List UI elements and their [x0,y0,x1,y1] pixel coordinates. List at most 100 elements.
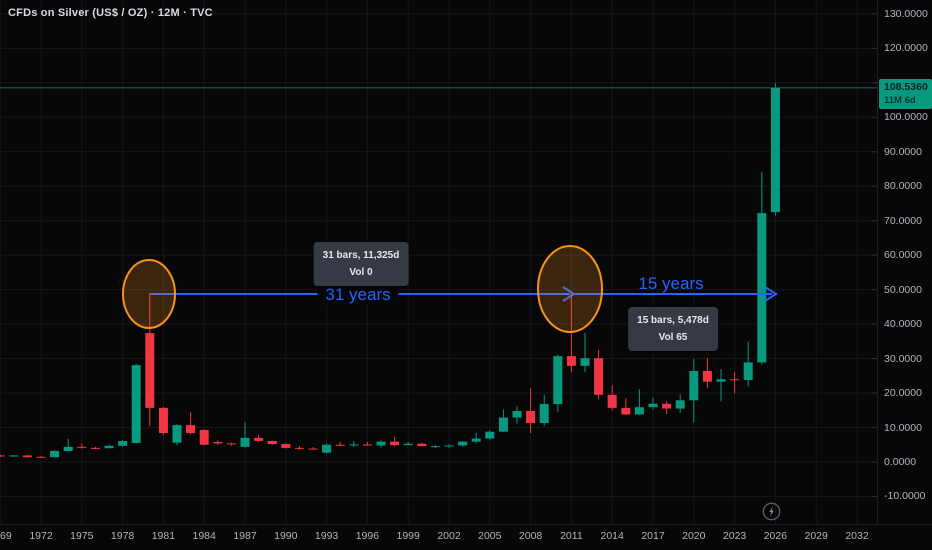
candle[interactable] [580,332,590,373]
candle[interactable] [186,412,196,435]
candle-body [199,429,209,445]
candle[interactable] [485,430,495,440]
candle[interactable] [0,454,5,458]
candle-body [553,356,563,405]
candle[interactable] [689,358,699,423]
time-tick-label: 1978 [110,530,135,542]
candle[interactable] [104,444,114,449]
candle[interactable] [362,442,372,446]
candle[interactable] [240,422,250,448]
price-tick-label: 50.0000 [884,283,922,296]
arrow-label-31-years[interactable]: 31 years [317,285,399,305]
candle[interactable] [702,358,712,389]
candle[interactable] [63,438,73,452]
time-tick-label: 69 [0,530,12,542]
candle[interactable] [390,436,400,447]
candle[interactable] [770,83,780,216]
candle[interactable] [444,444,454,448]
last-price-badge: 108.5360 11M 6d [879,78,932,109]
candle[interactable] [743,341,753,387]
candle[interactable] [308,447,318,450]
candle[interactable] [118,440,128,447]
candle[interactable] [145,293,155,427]
candle[interactable] [730,372,740,394]
candle[interactable] [430,445,440,449]
measure-arrow-head [562,286,576,302]
candle-body [716,379,726,382]
candle[interactable] [281,443,291,449]
candle[interactable] [172,424,182,446]
candle[interactable] [512,406,522,424]
candle[interactable] [498,409,508,433]
candle[interactable] [539,394,549,427]
candle[interactable] [526,388,536,434]
candle[interactable] [621,398,631,416]
candle[interactable] [254,435,264,442]
time-tick-label: 1975 [70,530,94,542]
candle-body [335,444,345,446]
candle-body [621,407,631,415]
time-tick-label: 1972 [29,530,53,542]
candle-body [390,441,400,446]
time-axis[interactable]: 69 1972 1975 1978 1981 1984 1987 1990 1993 1996 19… [0,524,932,550]
candle-body [566,356,576,366]
candle-body [77,446,87,448]
time-tick-label: 2008 [518,530,543,542]
candle[interactable] [349,440,359,447]
candle-body [322,444,332,453]
candle-body [689,370,699,401]
candle[interactable] [376,440,386,448]
candle[interactable] [213,440,223,445]
lightning-icon[interactable] [761,501,782,522]
candle[interactable] [22,455,32,458]
candle[interactable] [267,440,277,445]
price-tick-label: 120.0000 [884,42,928,55]
candle-body [213,442,223,444]
candle[interactable] [36,456,46,458]
candle[interactable] [471,432,481,444]
ellipse-drawing[interactable] [122,259,176,329]
time-tick-label: 2005 [478,530,502,542]
candle-body [267,440,277,445]
candle[interactable] [226,442,236,446]
symbol-title[interactable]: CFDs on Silver (US$ / OZ) · 12M · TVC [8,7,213,19]
candle[interactable] [158,406,168,436]
candle[interactable] [77,443,87,449]
candle-body [471,438,481,442]
time-tick-label: 1987 [233,530,257,542]
candle[interactable] [90,446,100,449]
price-axis[interactable]: 130.0000120.0000110.0000100.000090.00008… [878,0,932,524]
candle[interactable] [294,446,304,450]
candle[interactable] [607,385,617,411]
arrow-label-15-years[interactable]: 15 years [638,274,704,293]
candle[interactable] [634,389,644,416]
time-tick-label: 2026 [763,530,788,542]
candle[interactable] [417,442,427,447]
candle[interactable] [648,397,658,410]
candle-body [308,448,318,450]
candle[interactable] [335,442,345,447]
candle[interactable] [458,441,468,447]
candle[interactable] [594,349,604,400]
measure-stats-tooltip-31: 31 bars, 11,325d Vol 0 [313,242,409,286]
candle[interactable] [9,455,19,457]
candle[interactable] [553,354,563,412]
candle[interactable] [662,400,672,415]
candle-body [362,444,372,446]
candle[interactable] [675,394,685,413]
candle[interactable] [50,450,60,458]
time-axis-separator [0,524,932,525]
candle[interactable] [403,442,413,446]
candle[interactable] [757,172,767,365]
candle[interactable] [322,443,332,454]
time-tick-label: 2002 [437,530,461,542]
ellipse-drawing[interactable] [537,245,603,333]
price-tick-label: 60.0000 [884,249,922,262]
price-tick-label: 20.0000 [884,387,922,400]
candle[interactable] [199,429,209,446]
time-tick-label: 1996 [355,530,380,542]
candle[interactable] [716,369,726,402]
candle[interactable] [131,363,141,444]
